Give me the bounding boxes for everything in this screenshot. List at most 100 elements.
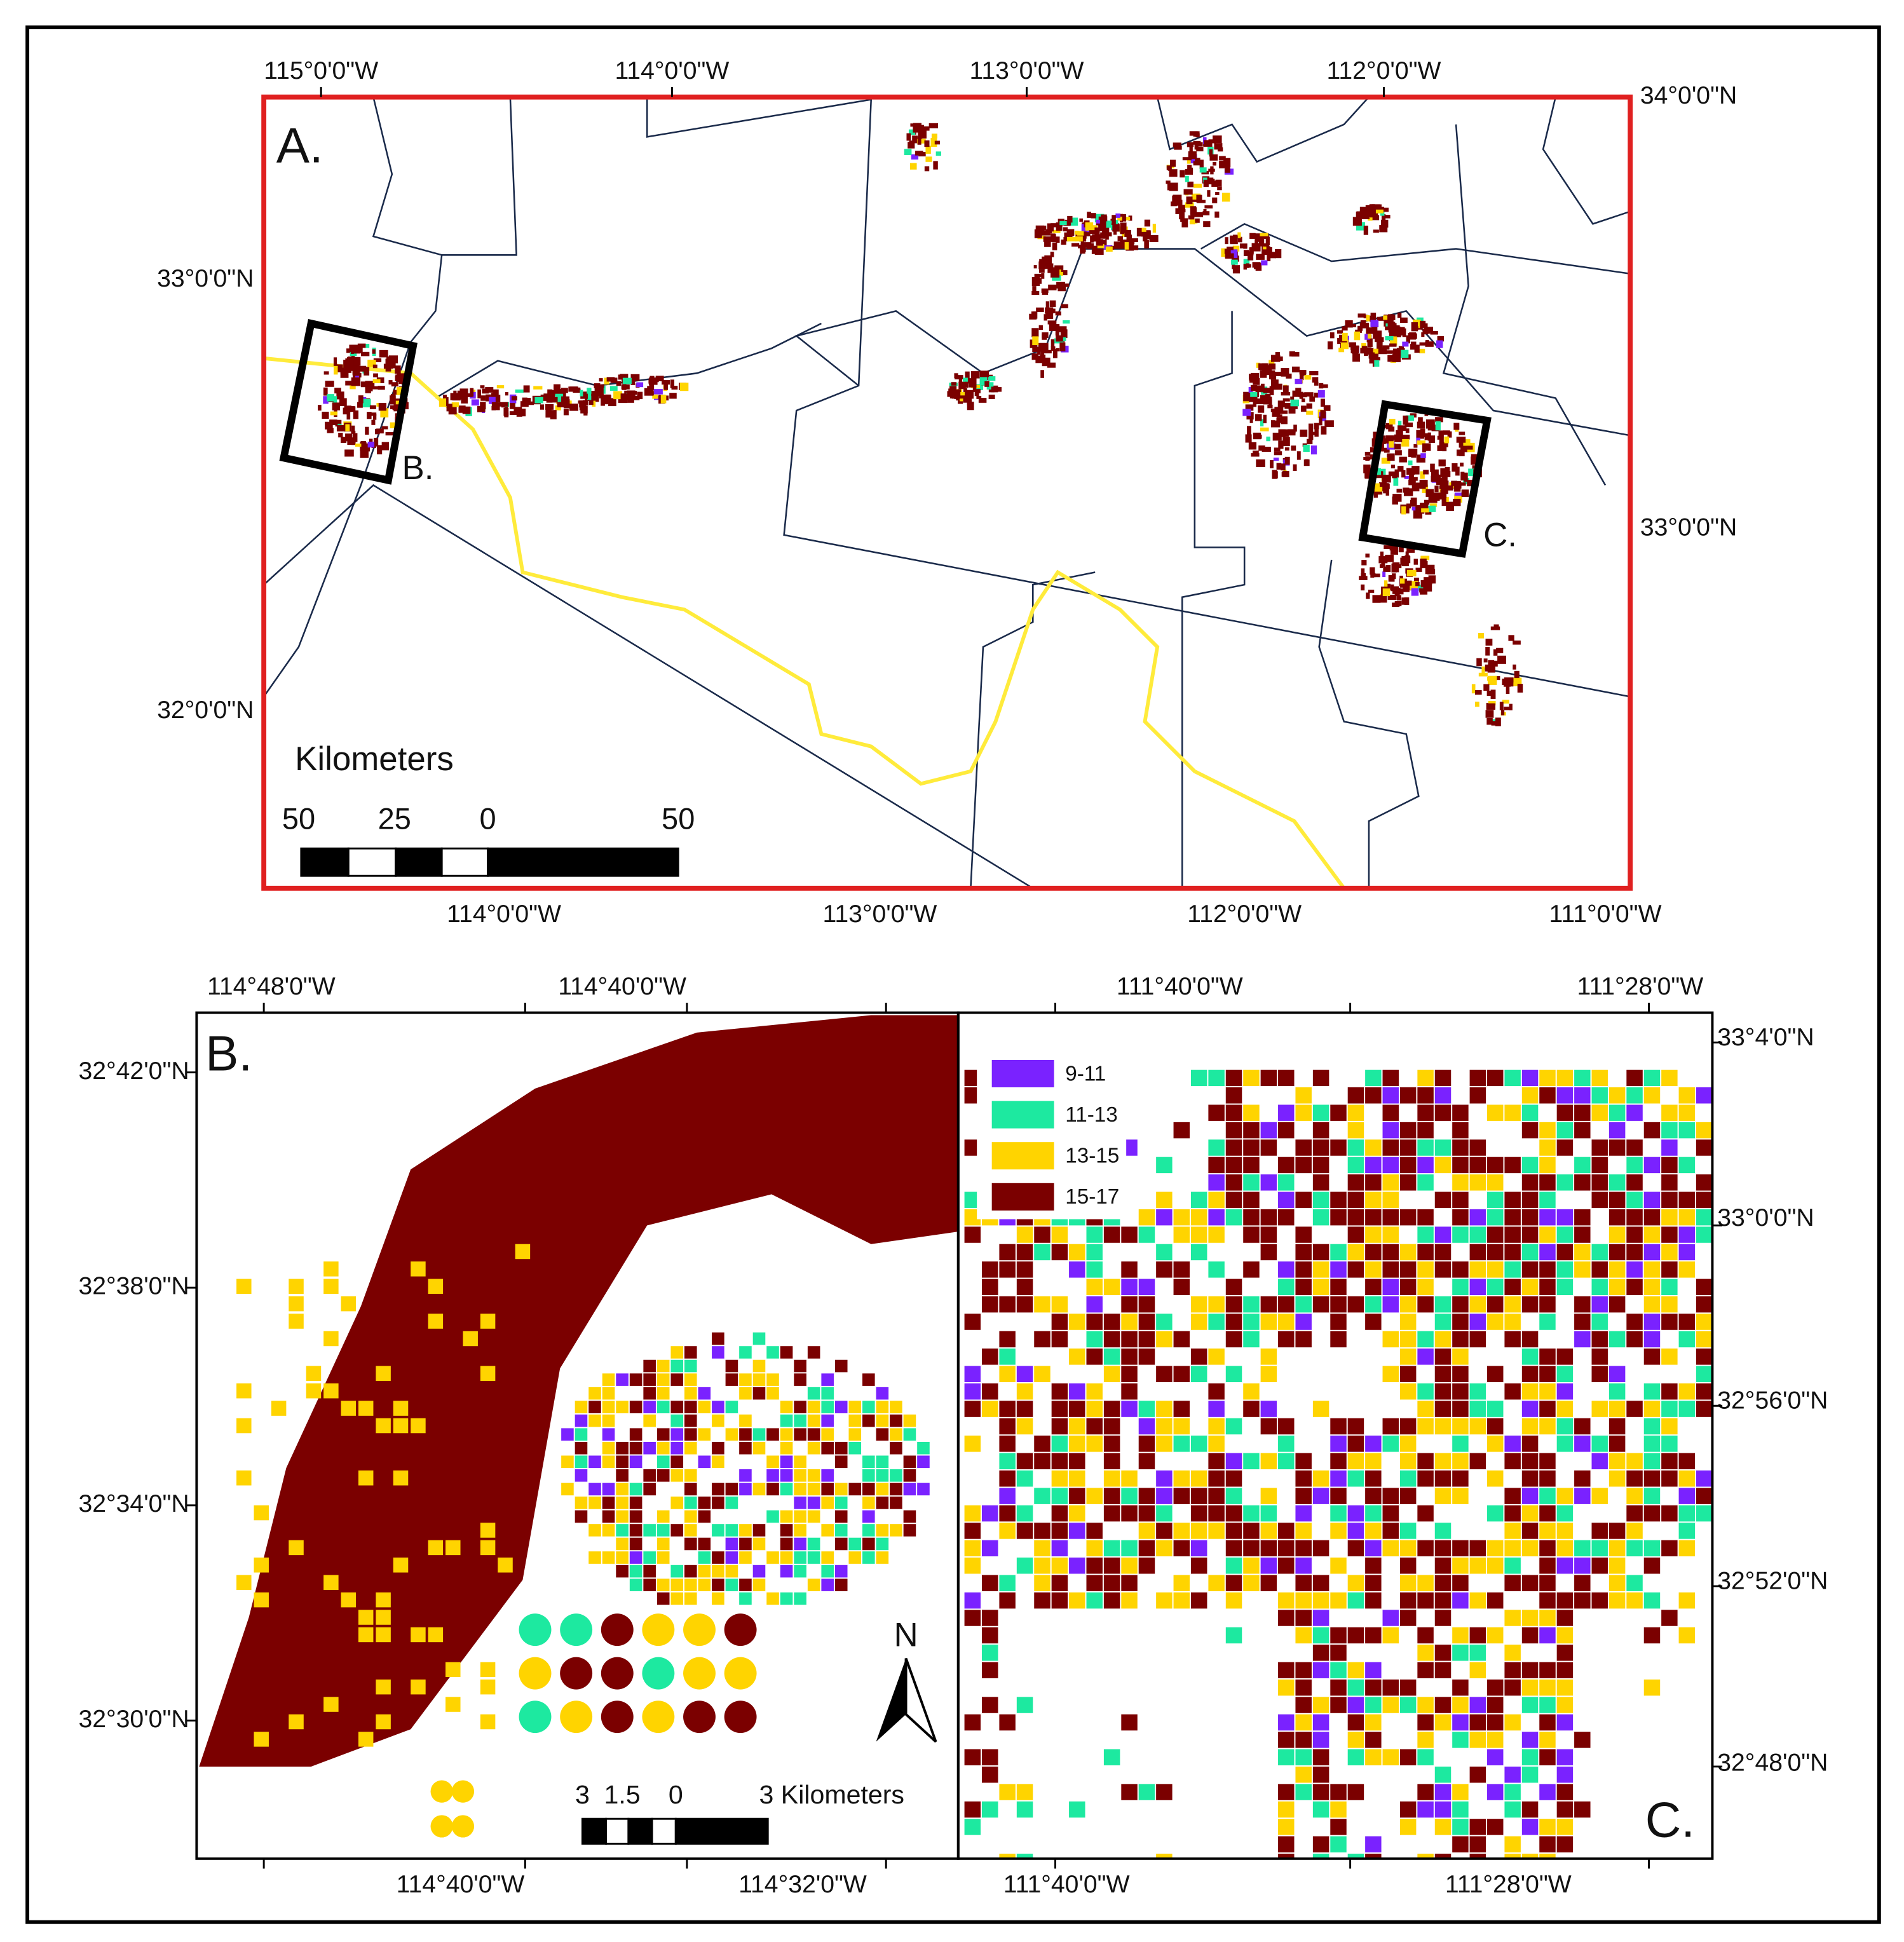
field <box>1417 1104 1434 1121</box>
field <box>1249 378 1255 383</box>
field <box>1365 553 1370 558</box>
field <box>588 1387 601 1400</box>
field <box>1138 1331 1155 1348</box>
field <box>1191 193 1201 200</box>
field <box>1056 236 1060 243</box>
field <box>1608 1470 1626 1487</box>
panel-label: B. <box>205 1026 252 1082</box>
field <box>1382 1087 1399 1104</box>
field <box>1382 1226 1399 1243</box>
field <box>1336 330 1343 334</box>
field <box>698 1387 711 1400</box>
field <box>1385 423 1393 430</box>
field <box>1096 219 1100 224</box>
field <box>1643 1592 1661 1609</box>
field <box>1556 1784 1574 1800</box>
field <box>1428 494 1438 503</box>
field <box>1539 1192 1556 1208</box>
field <box>1330 1104 1347 1121</box>
field <box>629 1524 643 1537</box>
field <box>1016 1801 1033 1818</box>
field <box>1288 430 1296 436</box>
field <box>1034 1296 1051 1313</box>
field <box>1312 1697 1329 1713</box>
field <box>1487 1558 1504 1574</box>
field <box>656 1387 670 1400</box>
pivot-field <box>683 1657 716 1690</box>
field <box>1382 1296 1399 1313</box>
field <box>602 1428 615 1441</box>
legend-label: 15-17 <box>1065 1185 1119 1209</box>
field <box>670 379 675 388</box>
field <box>1295 1104 1312 1121</box>
field <box>1265 236 1270 246</box>
field <box>379 350 388 358</box>
field <box>1574 1069 1591 1087</box>
field <box>1438 430 1444 438</box>
field <box>1324 420 1334 428</box>
field <box>1504 1209 1521 1226</box>
field <box>1204 140 1213 147</box>
boundary <box>1442 124 1607 486</box>
field <box>1490 660 1498 667</box>
field <box>834 1579 848 1591</box>
field <box>1138 1226 1155 1243</box>
field <box>1101 240 1107 246</box>
coordinate-label: 32°30'0"N <box>78 1706 189 1733</box>
field <box>1521 1104 1539 1121</box>
field <box>1330 1801 1347 1818</box>
field <box>1539 1610 1556 1626</box>
field <box>1406 569 1417 576</box>
field <box>780 1428 793 1441</box>
field <box>351 430 356 434</box>
field <box>1504 1575 1521 1591</box>
field <box>1365 1592 1382 1609</box>
field <box>1312 1575 1329 1591</box>
field <box>599 378 603 382</box>
field <box>1626 1523 1643 1539</box>
field <box>1274 451 1282 456</box>
field <box>1504 1314 1521 1330</box>
field <box>1347 1157 1364 1174</box>
field <box>1608 1418 1626 1435</box>
field <box>1591 1174 1608 1191</box>
field <box>752 1524 766 1537</box>
field <box>670 1346 684 1359</box>
field <box>964 1366 981 1383</box>
field <box>1225 1592 1242 1609</box>
field <box>1173 1279 1190 1295</box>
field <box>594 383 601 388</box>
field <box>1626 1261 1643 1278</box>
field <box>1696 1087 1713 1104</box>
field <box>1312 1854 1329 1859</box>
field <box>1174 146 1182 150</box>
field <box>1410 499 1415 504</box>
field <box>330 411 338 416</box>
field <box>588 1483 601 1496</box>
field <box>999 1592 1016 1609</box>
field <box>341 437 347 444</box>
field <box>1256 459 1265 467</box>
field <box>1295 1575 1312 1591</box>
field <box>1347 1592 1364 1609</box>
field <box>739 1428 752 1441</box>
field <box>1696 1348 1713 1365</box>
field <box>964 1436 981 1452</box>
field <box>1696 1401 1713 1417</box>
field <box>1469 1836 1486 1853</box>
field <box>1355 329 1362 333</box>
field <box>1103 1401 1120 1417</box>
field <box>1556 1436 1574 1452</box>
field <box>794 1510 806 1523</box>
field <box>1190 1192 1207 1208</box>
field <box>1366 327 1375 334</box>
field <box>1371 323 1378 332</box>
field <box>390 362 396 368</box>
field <box>1086 1540 1103 1557</box>
field <box>1521 1192 1539 1208</box>
field <box>1121 1261 1138 1278</box>
field <box>1514 670 1520 679</box>
field <box>1452 1192 1469 1208</box>
field <box>1059 342 1066 351</box>
field <box>350 452 353 456</box>
